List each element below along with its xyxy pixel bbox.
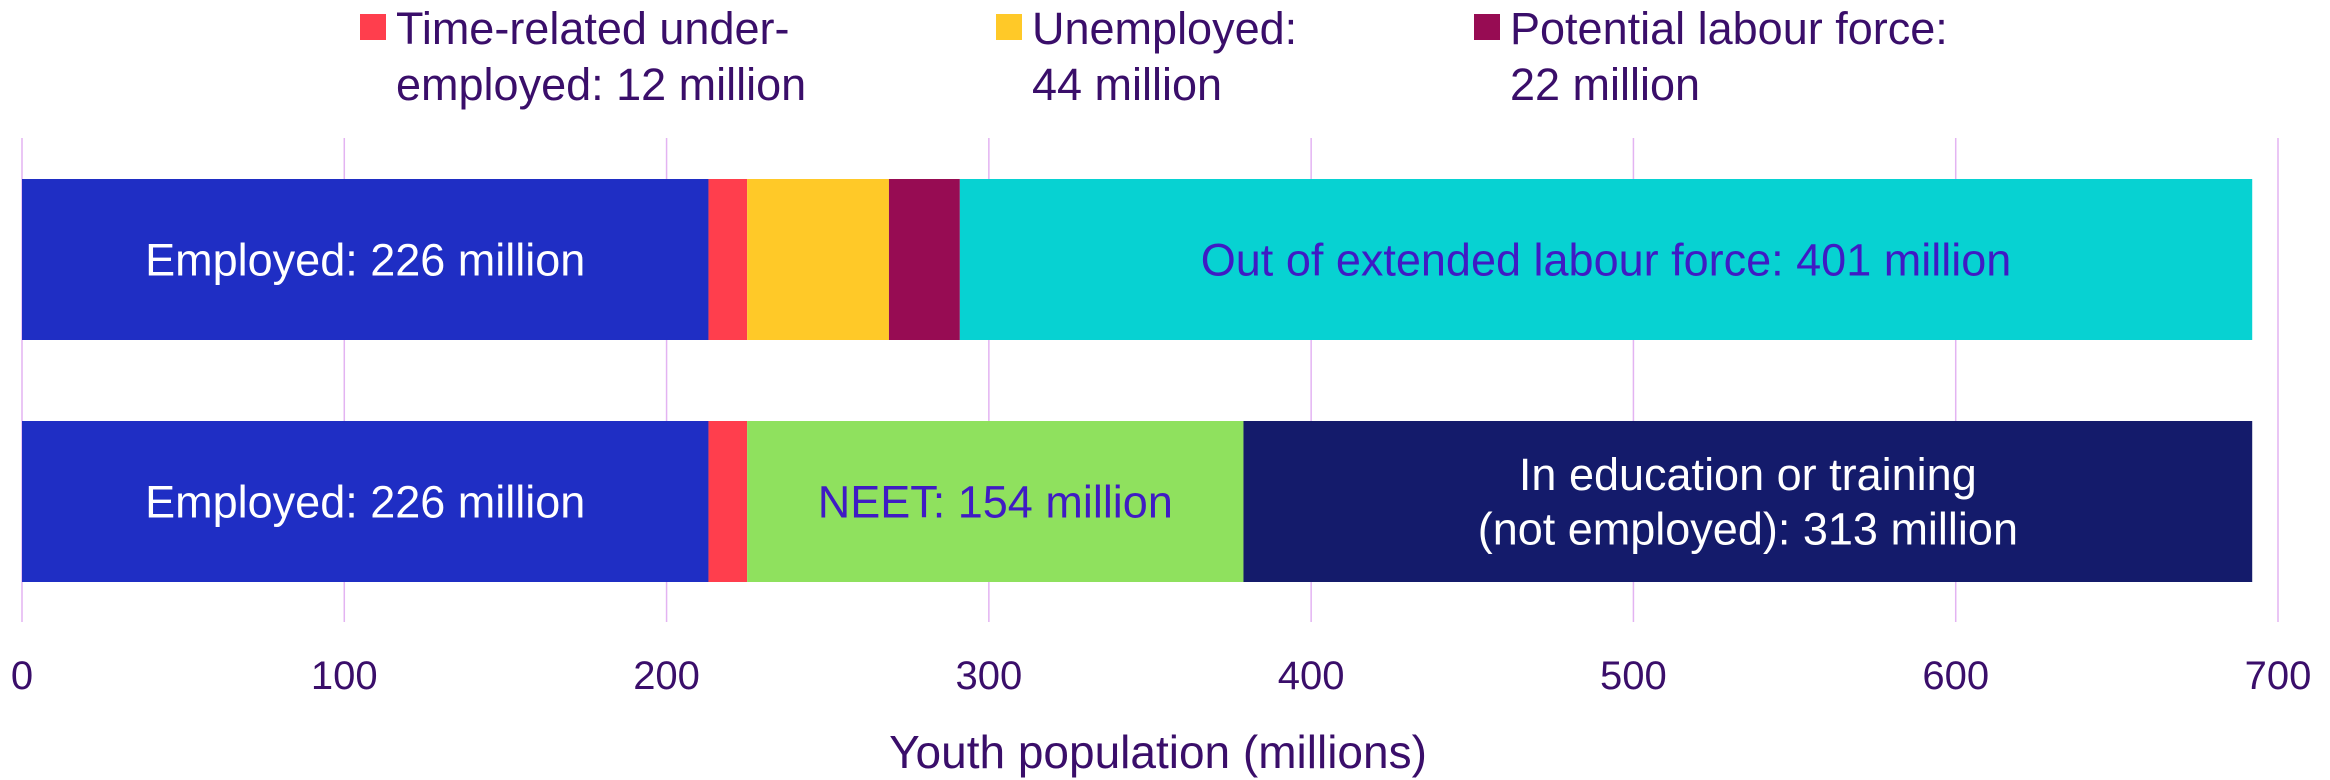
legend-swatch <box>360 14 386 40</box>
legend-label-line: 22 million <box>1510 59 1700 110</box>
x-axis: 0 100 200 300 400 500 600 700 <box>11 654 2312 698</box>
legend-label-line: Time-related under- <box>396 3 790 54</box>
legend: Time-related under-employed: 12 million U… <box>360 3 1948 110</box>
x-tick-label: 300 <box>955 654 1022 698</box>
x-tick-label: 400 <box>1278 654 1345 698</box>
legend-item: Time-related under-employed: 12 million <box>360 3 806 110</box>
bar-row-2: Employed: 226 million NEET: 154 million In… <box>22 421 2253 582</box>
data-label: Employed: 226 million <box>145 476 585 527</box>
bar-segment <box>747 179 889 340</box>
legend-item: Potential labour force: 22 million <box>1474 3 1948 110</box>
bar-segment <box>888 179 960 340</box>
data-label: Employed: 226 million <box>145 234 585 285</box>
legend-item: Unemployed: 44 million <box>996 3 1297 110</box>
data-label-line: NEET: 154 million <box>818 476 1173 527</box>
bar-segment <box>747 421 1244 582</box>
data-label-line: In education or training <box>1519 449 1977 500</box>
data-label-line: Employed: 226 million <box>145 476 585 527</box>
data-label: Out of extended labour force: 401 millio… <box>1201 234 2011 285</box>
x-tick-label: 700 <box>2245 654 2312 698</box>
x-tick-label: 600 <box>1922 654 1989 698</box>
x-tick-label: 100 <box>311 654 378 698</box>
bar-segment <box>959 179 2253 340</box>
x-tick-label: 0 <box>11 654 33 698</box>
legend-label: Time-related under-employed: 12 million <box>396 3 806 110</box>
x-tick-label: 500 <box>1600 654 1667 698</box>
legend-swatch <box>996 14 1022 40</box>
bar-segment <box>708 179 748 340</box>
data-label: In education or training (not employed): … <box>1478 449 2018 555</box>
data-label-line: Employed: 226 million <box>145 234 585 285</box>
legend-label-line: employed: 12 million <box>396 59 806 110</box>
x-tick-label: 200 <box>633 654 700 698</box>
legend-label: Unemployed: 44 million <box>1032 3 1297 110</box>
legend-label-line: Potential labour force: <box>1510 3 1948 54</box>
legend-label-line: Unemployed: <box>1032 3 1297 54</box>
legend-label: Potential labour force: 22 million <box>1510 3 1948 110</box>
legend-label-line: 44 million <box>1032 59 1222 110</box>
data-label: NEET: 154 million <box>818 476 1173 527</box>
bar-segment <box>1243 421 2253 582</box>
data-label-line: Out of extended labour force: 401 millio… <box>1201 234 2011 285</box>
bar-row-1: Employed: 226 million Out of extended lab… <box>22 179 2253 340</box>
data-label-line: (not employed): 313 million <box>1478 504 2018 555</box>
bar-segment <box>708 421 748 582</box>
x-axis-title: Youth population (millions) <box>889 726 1427 778</box>
bar-segment <box>22 179 709 340</box>
bar-segment <box>22 421 709 582</box>
legend-swatch <box>1474 14 1500 40</box>
